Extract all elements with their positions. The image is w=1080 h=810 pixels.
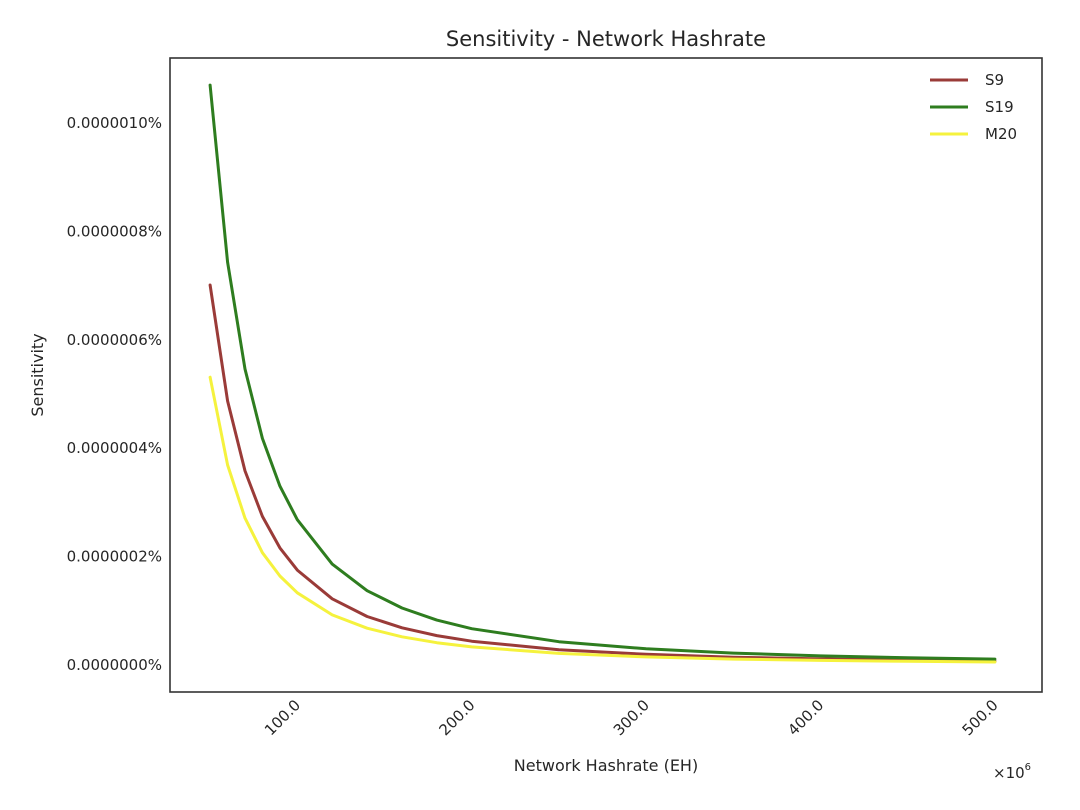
legend-label-m20: M20 bbox=[985, 125, 1017, 143]
x-tick-label: 500.0 bbox=[959, 696, 1002, 739]
x-tick-label: 100.0 bbox=[261, 696, 304, 739]
series-line-m20 bbox=[208, 375, 997, 664]
y-tick-label: 0.0000010% bbox=[67, 114, 162, 132]
x-axis-offset-exponent: 6 bbox=[1025, 762, 1031, 773]
x-tick-label: 200.0 bbox=[435, 696, 478, 739]
y-tick-label: 0.0000000% bbox=[67, 656, 162, 674]
x-axis-offset-label: ×106 bbox=[993, 762, 1031, 782]
x-tick-label: 300.0 bbox=[610, 696, 653, 739]
x-tick-label: 400.0 bbox=[784, 696, 827, 739]
y-tick-label: 0.0000008% bbox=[67, 222, 162, 240]
series-lines bbox=[208, 83, 997, 664]
x-axis-offset-base: ×10 bbox=[993, 764, 1025, 782]
y-tick-label: 0.0000002% bbox=[67, 548, 162, 566]
chart-title: Sensitivity - Network Hashrate bbox=[446, 27, 766, 51]
plot-area bbox=[169, 57, 1043, 693]
series-line-s9 bbox=[208, 283, 997, 663]
x-axis-label: Network Hashrate (EH) bbox=[514, 756, 698, 775]
series-line-s19 bbox=[208, 83, 997, 661]
x-axis-ticks: 100.0 200.0 300.0 400.0 500.0 bbox=[261, 696, 1002, 739]
legend: S9 S19 M20 bbox=[930, 71, 1017, 143]
y-tick-label: 0.0000004% bbox=[67, 439, 162, 457]
y-tick-label: 0.0000006% bbox=[67, 331, 162, 349]
y-axis-ticks: 0.0000000% 0.0000002% 0.0000004% 0.0000006%… bbox=[67, 114, 162, 674]
legend-label-s9: S9 bbox=[985, 71, 1004, 89]
legend-label-s19: S19 bbox=[985, 98, 1014, 116]
y-axis-label: Sensitivity bbox=[28, 333, 47, 416]
